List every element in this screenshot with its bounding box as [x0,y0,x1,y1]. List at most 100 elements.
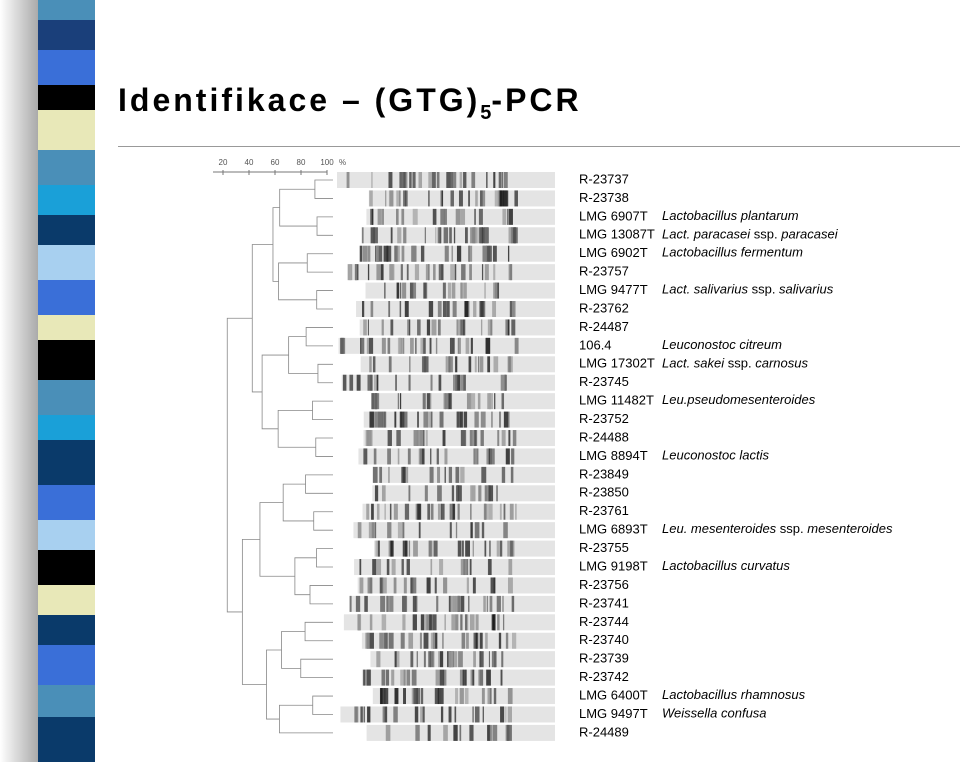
gel-band [429,466,434,483]
gel-band [488,724,492,741]
gel-band [503,522,508,539]
gel-band [461,540,464,557]
gel-band [463,374,466,391]
gel-band [507,319,510,336]
gel-band [394,688,399,705]
gel-band [510,466,514,483]
gel-band [371,503,374,520]
gel-band [403,669,406,686]
gel-band [444,245,449,262]
gel-band [437,319,441,336]
gel-band [508,356,513,373]
gel-band [366,669,372,686]
gel-band [399,190,401,207]
strain-code: R-23849 [579,466,629,481]
gel-band [375,540,380,557]
gel-band [441,264,444,281]
gel-band [404,411,408,428]
gel-band [370,301,374,318]
gel-band [430,503,434,520]
gel-lane [343,614,555,631]
gel-band [363,706,365,723]
gel-band [452,301,457,318]
gel-band [420,337,424,354]
gel-band [437,466,441,483]
gel-band [494,614,497,631]
gel-band [456,319,458,336]
gel-band [424,227,426,244]
gel-band [436,448,439,465]
gel-band [428,393,432,410]
gel-band [375,393,380,410]
gel-band [456,245,462,262]
gel-band [461,264,466,281]
gel-band [501,430,506,447]
gel-band [450,595,454,612]
shadow [0,0,38,762]
gel-band [511,301,516,318]
gel-band [455,208,461,225]
gel-band [462,669,467,686]
gel-band [505,632,509,649]
gel-band [486,669,491,686]
gel-band [422,706,425,723]
gel-band [460,208,466,225]
gel-band [357,522,362,539]
branch [316,548,333,568]
gel-band [480,430,484,447]
strain-code: R-23757 [579,264,629,279]
gel-band [509,227,513,244]
gel-band [426,577,431,594]
gel-band [363,448,366,465]
gel-band [473,301,477,318]
gel-band [408,540,411,557]
gel-band [349,374,354,391]
gel-band [394,411,397,428]
gel-band [379,466,383,483]
branch [281,631,306,669]
gel-band [445,356,447,373]
gel-band [474,448,478,465]
gel-band [499,190,504,207]
gel-band [386,595,389,612]
strain-code: LMG 9477T [579,282,648,297]
gel-band [459,724,462,741]
gel-band [474,430,477,447]
gel-band [383,688,389,705]
gel-band [369,430,373,447]
gel-band [396,651,400,668]
gel-band [410,577,414,594]
gel-band [428,172,433,188]
gel-band [374,485,379,502]
gel-band [463,319,466,336]
gel-band [458,190,463,207]
gel-band [399,172,402,188]
gel-band [464,301,469,318]
gel-band [386,245,392,262]
strain-code: LMG 9198T [579,558,648,573]
gel-band [450,337,453,354]
branch [282,483,314,522]
gel-band [412,577,417,594]
gel-band [340,337,346,354]
gel-band [423,651,426,668]
gel-band [442,688,444,705]
gel-band [365,430,371,447]
branch [294,557,317,596]
gel-band [381,319,384,336]
branch [309,585,333,605]
gel-band [469,614,475,631]
gel-band [426,393,430,410]
strip-block [38,110,95,150]
gel-band [369,411,374,428]
gel-band [514,190,518,207]
gel-band [441,190,444,207]
gel-band [477,632,482,649]
gel-band [460,430,466,447]
gel-band [420,706,423,723]
gel-band [490,577,496,594]
gel-band [512,430,517,447]
gel-band [371,393,375,410]
gel-band [474,522,480,539]
gel-band [448,595,451,612]
